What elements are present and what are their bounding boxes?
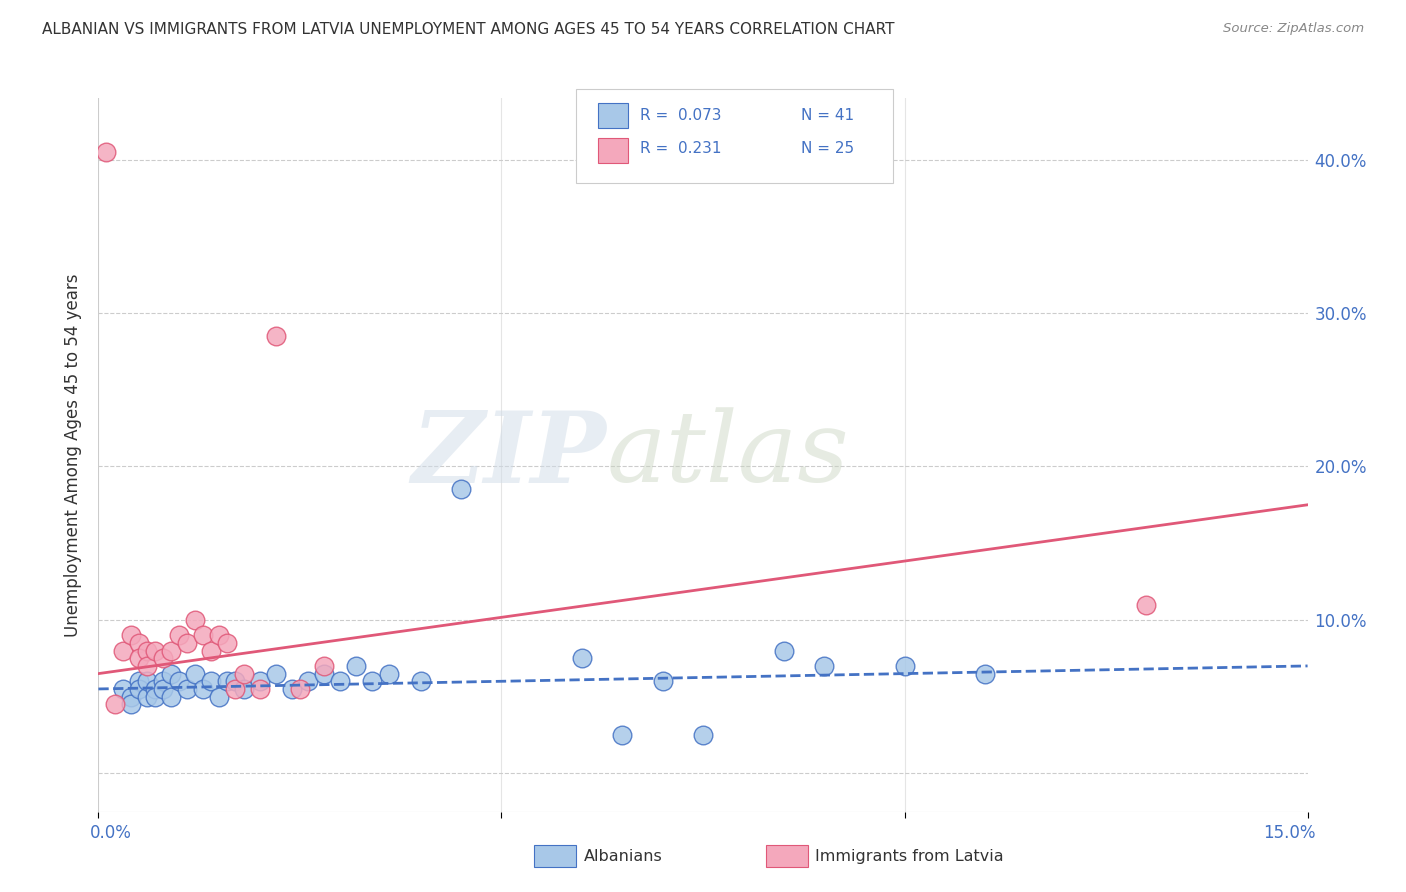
Point [224,681,246,696]
Point [128,681,150,696]
Point [893,659,915,673]
Point [264,329,287,343]
Point [249,674,271,689]
Point [160,690,183,704]
Point [103,698,125,712]
Text: atlas: atlas [606,408,849,502]
Point [120,628,142,642]
Point [281,681,304,696]
Point [329,674,352,689]
Point [232,666,254,681]
Point [135,690,157,704]
Text: N = 41: N = 41 [801,108,855,122]
Point [135,643,157,657]
Point [344,659,367,673]
Point [128,651,150,665]
Point [377,666,399,681]
Point [450,483,472,497]
Point [120,698,142,712]
Point [120,690,142,704]
Point [217,636,239,650]
Point [208,690,231,704]
Point [160,643,183,657]
Point [193,628,215,642]
Text: R =  0.231: R = 0.231 [640,142,721,156]
Point [612,728,634,742]
Point [200,674,222,689]
Point [297,674,319,689]
Text: Source: ZipAtlas.com: Source: ZipAtlas.com [1223,22,1364,36]
Point [409,674,432,689]
Point [111,681,134,696]
Point [152,651,174,665]
Point [361,674,384,689]
Point [288,681,311,696]
Text: Immigrants from Latvia: Immigrants from Latvia [815,849,1004,863]
Point [135,659,157,673]
Point [143,690,166,704]
Point [232,681,254,696]
Point [167,628,190,642]
Text: N = 25: N = 25 [801,142,855,156]
Point [152,681,174,696]
Point [128,636,150,650]
Point [571,651,593,665]
Point [813,659,835,673]
Point [264,666,287,681]
Point [772,643,794,657]
Point [167,674,190,689]
Point [193,681,215,696]
Point [135,674,157,689]
Point [176,681,198,696]
Point [96,145,118,159]
Point [184,613,207,627]
Text: ZIP: ZIP [412,407,606,503]
Point [128,674,150,689]
Point [208,628,231,642]
Point [217,674,239,689]
Point [224,674,246,689]
Point [314,666,336,681]
Text: ALBANIAN VS IMMIGRANTS FROM LATVIA UNEMPLOYMENT AMONG AGES 45 TO 54 YEARS CORREL: ALBANIAN VS IMMIGRANTS FROM LATVIA UNEMP… [42,22,894,37]
Point [974,666,997,681]
Point [249,681,271,696]
Point [160,666,183,681]
Point [111,643,134,657]
Point [314,659,336,673]
Point [143,643,166,657]
Y-axis label: Unemployment Among Ages 45 to 54 years: Unemployment Among Ages 45 to 54 years [65,273,83,637]
Point [692,728,714,742]
Text: 0.0%: 0.0% [90,824,132,842]
Point [176,636,198,650]
Point [143,681,166,696]
Text: Albanians: Albanians [583,849,662,863]
Point [152,674,174,689]
Point [200,643,222,657]
Point [184,666,207,681]
Text: R =  0.073: R = 0.073 [640,108,721,122]
Point [651,674,673,689]
Text: 15.0%: 15.0% [1263,824,1316,842]
Point [1135,598,1157,612]
